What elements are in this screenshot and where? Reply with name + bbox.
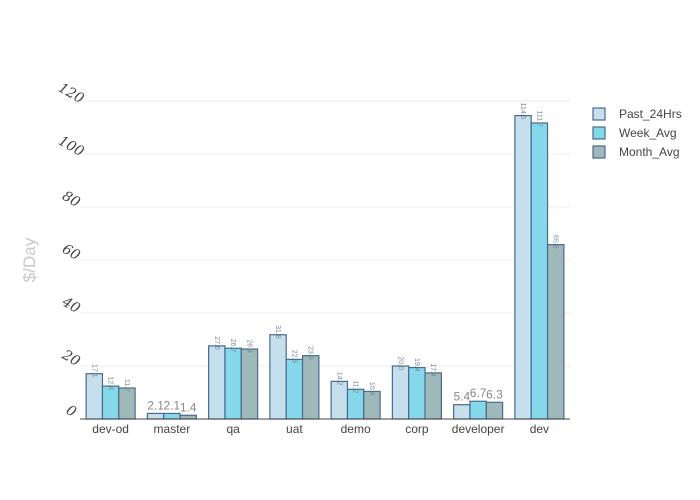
bar-month-avg-demo[interactable] — [363, 390, 381, 420]
y-tick-label: 80 — [59, 188, 83, 211]
bar-value-label: 26.4 — [245, 339, 252, 353]
legend-label: Week_Avg — [619, 126, 677, 140]
bar-week-avg-dev-od[interactable] — [101, 385, 120, 420]
bar-value-label: 11.7 — [123, 379, 130, 392]
legend-swatch — [592, 107, 606, 121]
x-tick-label: demo — [341, 422, 371, 436]
bar-value-label: 111.7 — [535, 111, 542, 128]
y-tick-label: 20 — [58, 347, 82, 370]
legend-item-week-avg[interactable]: Week_Avg — [592, 126, 677, 140]
bar-value-label: 2.1 — [164, 398, 181, 412]
bar-value-label: 23.9 — [307, 346, 314, 360]
bar-value-label: 5.4 — [453, 390, 470, 404]
bar-value-label: 65.8 — [552, 235, 559, 249]
x-tick-label: dev — [530, 422, 549, 436]
bar-week-avg-uat[interactable] — [285, 358, 304, 420]
bar-past-24hrs-qa[interactable] — [208, 345, 226, 420]
bar-value-label: 19.4 — [413, 358, 420, 372]
bar-past-24hrs-developer[interactable] — [453, 404, 471, 420]
bar-value-label: 12.4 — [107, 377, 114, 391]
x-tick-label: developer — [452, 422, 505, 436]
y-tick-label: 60 — [59, 241, 83, 264]
bar-past-24hrs-master[interactable] — [146, 412, 165, 420]
bar-month-avg-developer[interactable] — [485, 401, 504, 420]
bar-value-label: 22.5 — [290, 350, 297, 364]
bar-week-avg-demo[interactable] — [346, 388, 365, 420]
bars — [85, 114, 565, 420]
bar-month-avg-uat[interactable] — [301, 355, 320, 420]
y-tick-label: 120 — [55, 80, 86, 107]
bar-value-label: 6.3 — [486, 387, 503, 401]
legend-swatch — [592, 145, 606, 159]
bar-month-avg-dev-od[interactable] — [118, 387, 136, 420]
bar-past-24hrs-corp[interactable] — [391, 365, 410, 420]
legend-item-month-avg[interactable]: Month_Avg — [592, 145, 680, 159]
bar-value-label: 11.2 — [352, 380, 359, 393]
x-tick-label: master — [154, 422, 191, 436]
bar-value-label: 20.0 — [397, 356, 404, 370]
bar-week-avg-master[interactable] — [163, 412, 181, 420]
bar-week-avg-qa[interactable] — [224, 347, 242, 420]
bar-value-label: 31.8 — [274, 325, 281, 339]
x-tick-label: corp — [405, 422, 429, 436]
y-tick-label: 40 — [58, 294, 82, 317]
y-tick-label: 0 — [63, 402, 79, 420]
bar-value-label: 1.4 — [180, 400, 197, 414]
bar-past-24hrs-demo[interactable] — [330, 380, 349, 420]
bar-month-avg-qa[interactable] — [240, 348, 259, 420]
bar-past-24hrs-uat[interactable] — [269, 334, 287, 420]
grid — [80, 100, 570, 367]
bar-value-label: 2.1 — [147, 398, 164, 412]
legend[interactable]: Past_24Hrs Week_Avg Month_Avg — [592, 107, 682, 159]
y-axis-title: $/Day — [20, 237, 39, 282]
bar-past-24hrs-dev-od[interactable] — [85, 373, 104, 420]
bar-value-labels: 17.1 2.1 27.6 31.8 14.2 20.0 5.4 114.5 12.4 2.1 26… — [90, 103, 558, 415]
bar-month-avg-dev[interactable] — [546, 244, 565, 420]
bar-value-label: 26.7 — [229, 339, 236, 353]
legend-label: Past_24Hrs — [619, 107, 682, 121]
legend-item-past-24hrs[interactable]: Past_24Hrs — [592, 107, 682, 121]
bar-value-label: 17.4 — [429, 363, 436, 377]
bar-month-avg-master[interactable] — [179, 414, 197, 420]
bar-value-label: 17.1 — [90, 364, 97, 378]
legend-swatch — [592, 126, 606, 140]
bar-week-avg-corp[interactable] — [408, 366, 426, 420]
bar-value-label: 10.4 — [368, 382, 375, 396]
bar-past-24hrs-dev[interactable] — [514, 114, 532, 420]
bar-week-avg-developer[interactable] — [469, 400, 487, 420]
legend-label: Month_Avg — [619, 145, 680, 159]
bar-month-avg-corp[interactable] — [424, 372, 442, 420]
bar-value-label: 6.7 — [470, 386, 487, 400]
bar-value-label: 14.2 — [335, 372, 342, 386]
x-tick-label: dev-od — [92, 422, 129, 436]
bar-value-label: 27.6 — [213, 336, 220, 350]
x-tick-label: qa — [226, 422, 240, 436]
bar-value-label: 114.5 — [519, 103, 526, 120]
y-tick-label: 100 — [55, 133, 86, 160]
bar-week-avg-dev[interactable] — [530, 122, 549, 420]
x-tick-label: uat — [286, 422, 303, 436]
axes: 0 20 40 60 80 100 120 dev-od master qa uat demo corp… — [55, 80, 570, 436]
